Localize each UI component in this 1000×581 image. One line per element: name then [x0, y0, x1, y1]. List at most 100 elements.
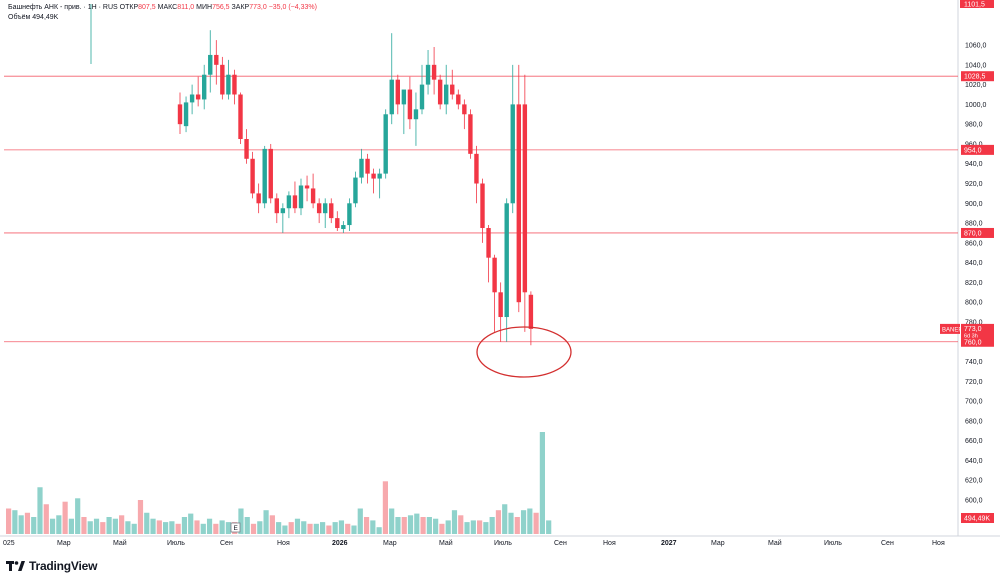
candle-body[interactable]	[268, 148, 273, 199]
volume-bar	[125, 521, 131, 534]
level-price-badge	[961, 336, 994, 347]
current-price-label: 773,0	[964, 326, 982, 333]
brand-footer[interactable]: TradingView	[6, 558, 97, 574]
candle-body[interactable]	[510, 104, 515, 204]
candle-body[interactable]	[232, 74, 237, 95]
volume-bar	[119, 515, 125, 534]
volume-bar	[137, 500, 144, 534]
volume-bar	[414, 513, 420, 534]
candle-body[interactable]	[250, 158, 255, 194]
candle-body[interactable]	[492, 257, 497, 293]
candle-body[interactable]	[329, 203, 334, 219]
candle-body[interactable]	[401, 89, 407, 105]
candle-body[interactable]	[407, 89, 413, 120]
candle-body[interactable]	[480, 183, 485, 229]
candle-body[interactable]	[226, 74, 231, 95]
candle-body[interactable]	[474, 153, 479, 184]
candle-body[interactable]	[522, 104, 528, 293]
level-price-label: 760,0	[964, 339, 982, 346]
price-tick-label: 1040,0	[965, 62, 987, 69]
candle-body[interactable]	[177, 104, 183, 125]
time-tick-label: Мар	[711, 540, 725, 547]
level-price-label: 954,0	[964, 147, 982, 154]
candle-body[interactable]	[431, 64, 437, 80]
volume-bar	[81, 517, 87, 534]
candle-body[interactable]	[280, 208, 286, 214]
candle-body[interactable]	[353, 177, 358, 204]
candle-body[interactable]	[419, 84, 425, 110]
candle-body[interactable]	[498, 292, 503, 318]
candle-body[interactable]	[456, 94, 461, 105]
volume-bar	[181, 517, 188, 534]
volume-bar	[112, 518, 118, 534]
volume-bar	[288, 522, 294, 534]
candle-body[interactable]	[365, 158, 370, 174]
volume-bar	[244, 517, 250, 534]
candle-body[interactable]	[262, 148, 267, 204]
volume-bar	[389, 508, 395, 534]
candle-body[interactable]	[202, 74, 207, 100]
volume-bar	[546, 520, 552, 534]
candle-body[interactable]	[486, 228, 491, 258]
price-tick-label: 1020,0	[965, 82, 987, 89]
price-tick-label: 740,0	[965, 359, 983, 366]
high-label: МАКС	[157, 4, 178, 11]
earnings-event-marker[interactable]	[230, 522, 241, 533]
candle-body[interactable]	[468, 114, 473, 154]
candle-body[interactable]	[256, 193, 261, 204]
candle-body[interactable]	[183, 102, 189, 127]
annotation-circle[interactable]	[476, 326, 572, 378]
top-price-label: 1101,5	[964, 2, 985, 9]
candle-body[interactable]	[395, 79, 400, 105]
candle-body[interactable]	[462, 104, 467, 115]
candle-body[interactable]	[298, 185, 304, 209]
candle-body[interactable]	[383, 114, 388, 174]
candle-body[interactable]	[341, 225, 346, 230]
volume-bar	[269, 515, 275, 534]
candle-body[interactable]	[335, 218, 340, 229]
volume-value: 494,49K	[32, 14, 59, 21]
candle-body[interactable]	[413, 109, 419, 120]
candle-body[interactable]	[292, 195, 298, 209]
price-tick-label: 820,0	[965, 280, 983, 287]
candle-body[interactable]	[304, 185, 310, 189]
candle-body[interactable]	[189, 94, 195, 103]
candle-body[interactable]	[238, 94, 243, 140]
candle-body[interactable]	[323, 203, 328, 214]
candle-body[interactable]	[274, 198, 279, 214]
tradingview-logo-icon	[6, 561, 25, 571]
candle-body[interactable]	[504, 203, 509, 318]
candle-body[interactable]	[286, 195, 292, 209]
candle-body[interactable]	[195, 94, 201, 100]
ticker-label: BANEP	[942, 327, 962, 333]
candle-body[interactable]	[450, 84, 455, 95]
volume-bar	[56, 515, 62, 534]
candle-body[interactable]	[214, 54, 219, 65]
volume-bar	[433, 518, 439, 534]
candle-body[interactable]	[244, 139, 249, 159]
volume-bar	[6, 508, 12, 534]
volume-bar	[326, 525, 332, 534]
volume-bar	[301, 521, 307, 534]
price-tick-label: 860,0	[965, 240, 983, 247]
candle-body[interactable]	[516, 104, 521, 303]
high-value: 811,0	[177, 4, 195, 11]
candle-body[interactable]	[220, 64, 225, 95]
candle-body[interactable]	[316, 203, 322, 214]
candle-body[interactable]	[310, 188, 316, 204]
candle-body[interactable]	[528, 294, 534, 329]
volume-bar	[313, 523, 319, 534]
candle-body[interactable]	[208, 54, 213, 75]
candle-body[interactable]	[359, 158, 364, 178]
candle-body[interactable]	[437, 79, 443, 105]
candle-body[interactable]	[377, 173, 382, 179]
volume-bar	[213, 523, 219, 534]
volume-bar	[483, 522, 489, 534]
candle-body[interactable]	[347, 203, 352, 226]
candle-body[interactable]	[425, 64, 431, 85]
candle-body[interactable]	[444, 84, 449, 105]
symbol-label[interactable]: Башнефть АНК - прив. · 1Н · RUS	[8, 4, 118, 11]
candle-body[interactable]	[389, 79, 394, 115]
candle-body[interactable]	[371, 173, 376, 179]
